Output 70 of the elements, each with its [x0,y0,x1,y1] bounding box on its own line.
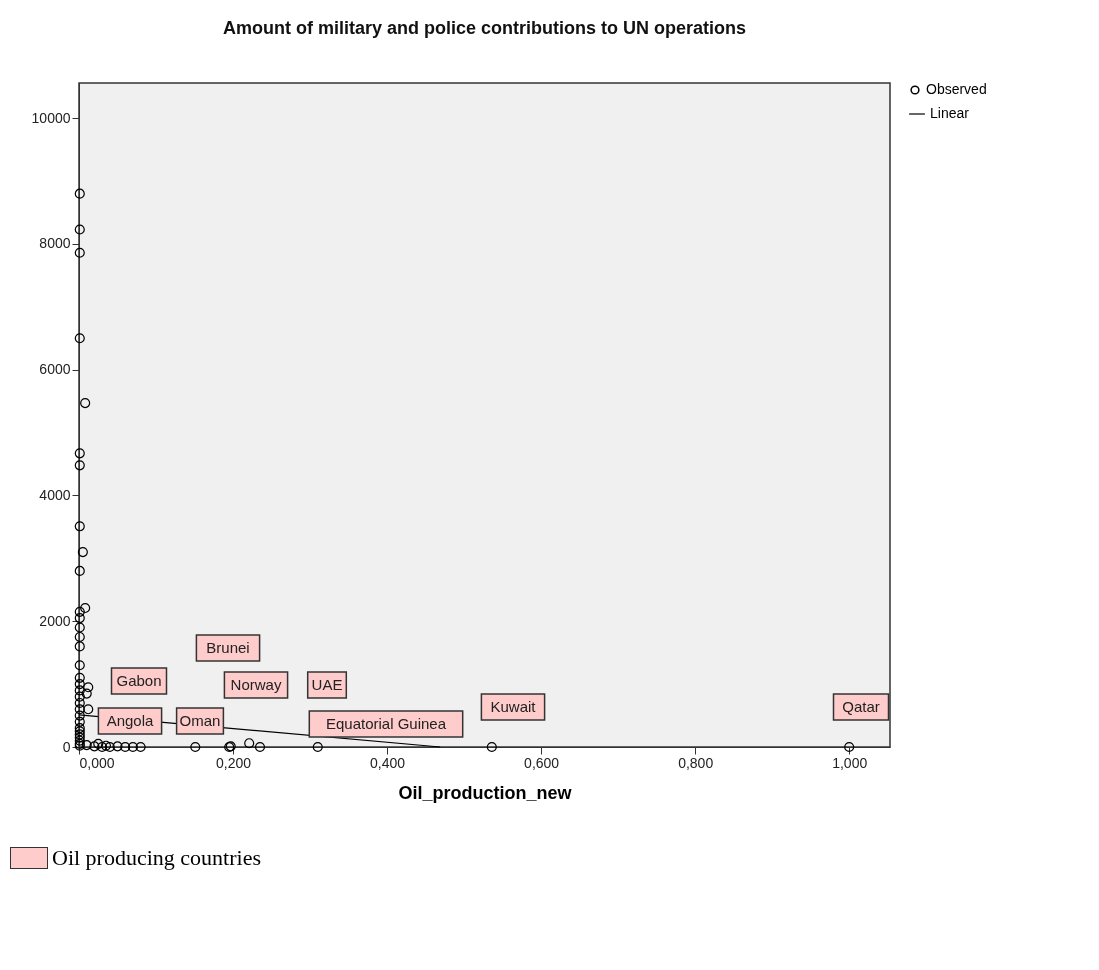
y-tick-label: 4000 [39,486,71,503]
x-tick-label: 1,000 [832,754,868,771]
point [74,704,85,715]
y-tick-label: 0 [62,738,71,755]
annotation: Brunei [206,639,250,656]
point [77,547,88,558]
point [135,741,146,753]
point [74,672,85,683]
annotation: Oman [179,712,221,729]
point [74,631,85,643]
point [83,682,94,693]
point [254,741,266,753]
point [74,188,85,199]
point [312,741,323,753]
y-tick-label: 8000 [39,235,71,252]
point [74,333,85,344]
point [74,606,85,617]
point [74,660,85,671]
x-tick-label: 0,400 [370,754,406,771]
point [80,602,91,614]
y-tick-label: 2000 [39,612,71,629]
legend-label: Linear [930,105,970,121]
annotation: Gabon [116,672,162,689]
legend-label: Observed [926,81,987,97]
y-tick-label: 6000 [39,361,71,378]
x-tick-label: 0,200 [216,754,252,771]
x-axis-title: Oil_production_new [398,782,573,803]
point [81,740,92,751]
point [83,704,94,715]
x-tick-label: 0,600 [524,754,560,771]
point [74,521,85,532]
point [104,741,115,753]
annotation: Angola [106,712,154,729]
x-tick-label: 0,000 [79,754,115,771]
point [74,679,85,690]
point [81,688,92,699]
point [93,738,104,749]
point [74,224,85,235]
point [127,741,138,753]
point [74,448,85,459]
point [74,247,85,258]
point [74,697,85,709]
chart-title: Amount of military and police contributions to UN operations [222,18,747,38]
point [74,710,85,721]
point [486,741,497,753]
point [74,685,85,696]
annotation: Kuwait [490,698,537,715]
point [74,691,85,702]
point [74,641,85,652]
point [844,741,855,753]
point [74,460,85,471]
text: Oil producing countries [52,845,261,871]
point [120,741,131,753]
annotation: UAE [311,676,343,693]
point [89,741,100,752]
point [74,716,85,727]
point [97,741,108,753]
point [74,622,85,633]
annotation: Qatar [842,698,880,715]
x-tick-label: 0,800 [678,754,714,771]
annotation: Norway [230,676,282,693]
point [74,565,85,576]
point [74,613,85,624]
point [112,741,123,752]
annotation: Equatorial Guinea [325,715,447,732]
y-tick-label: 10000 [31,109,71,126]
point [244,738,255,749]
point [100,740,112,751]
point [80,397,91,409]
point [190,741,201,753]
